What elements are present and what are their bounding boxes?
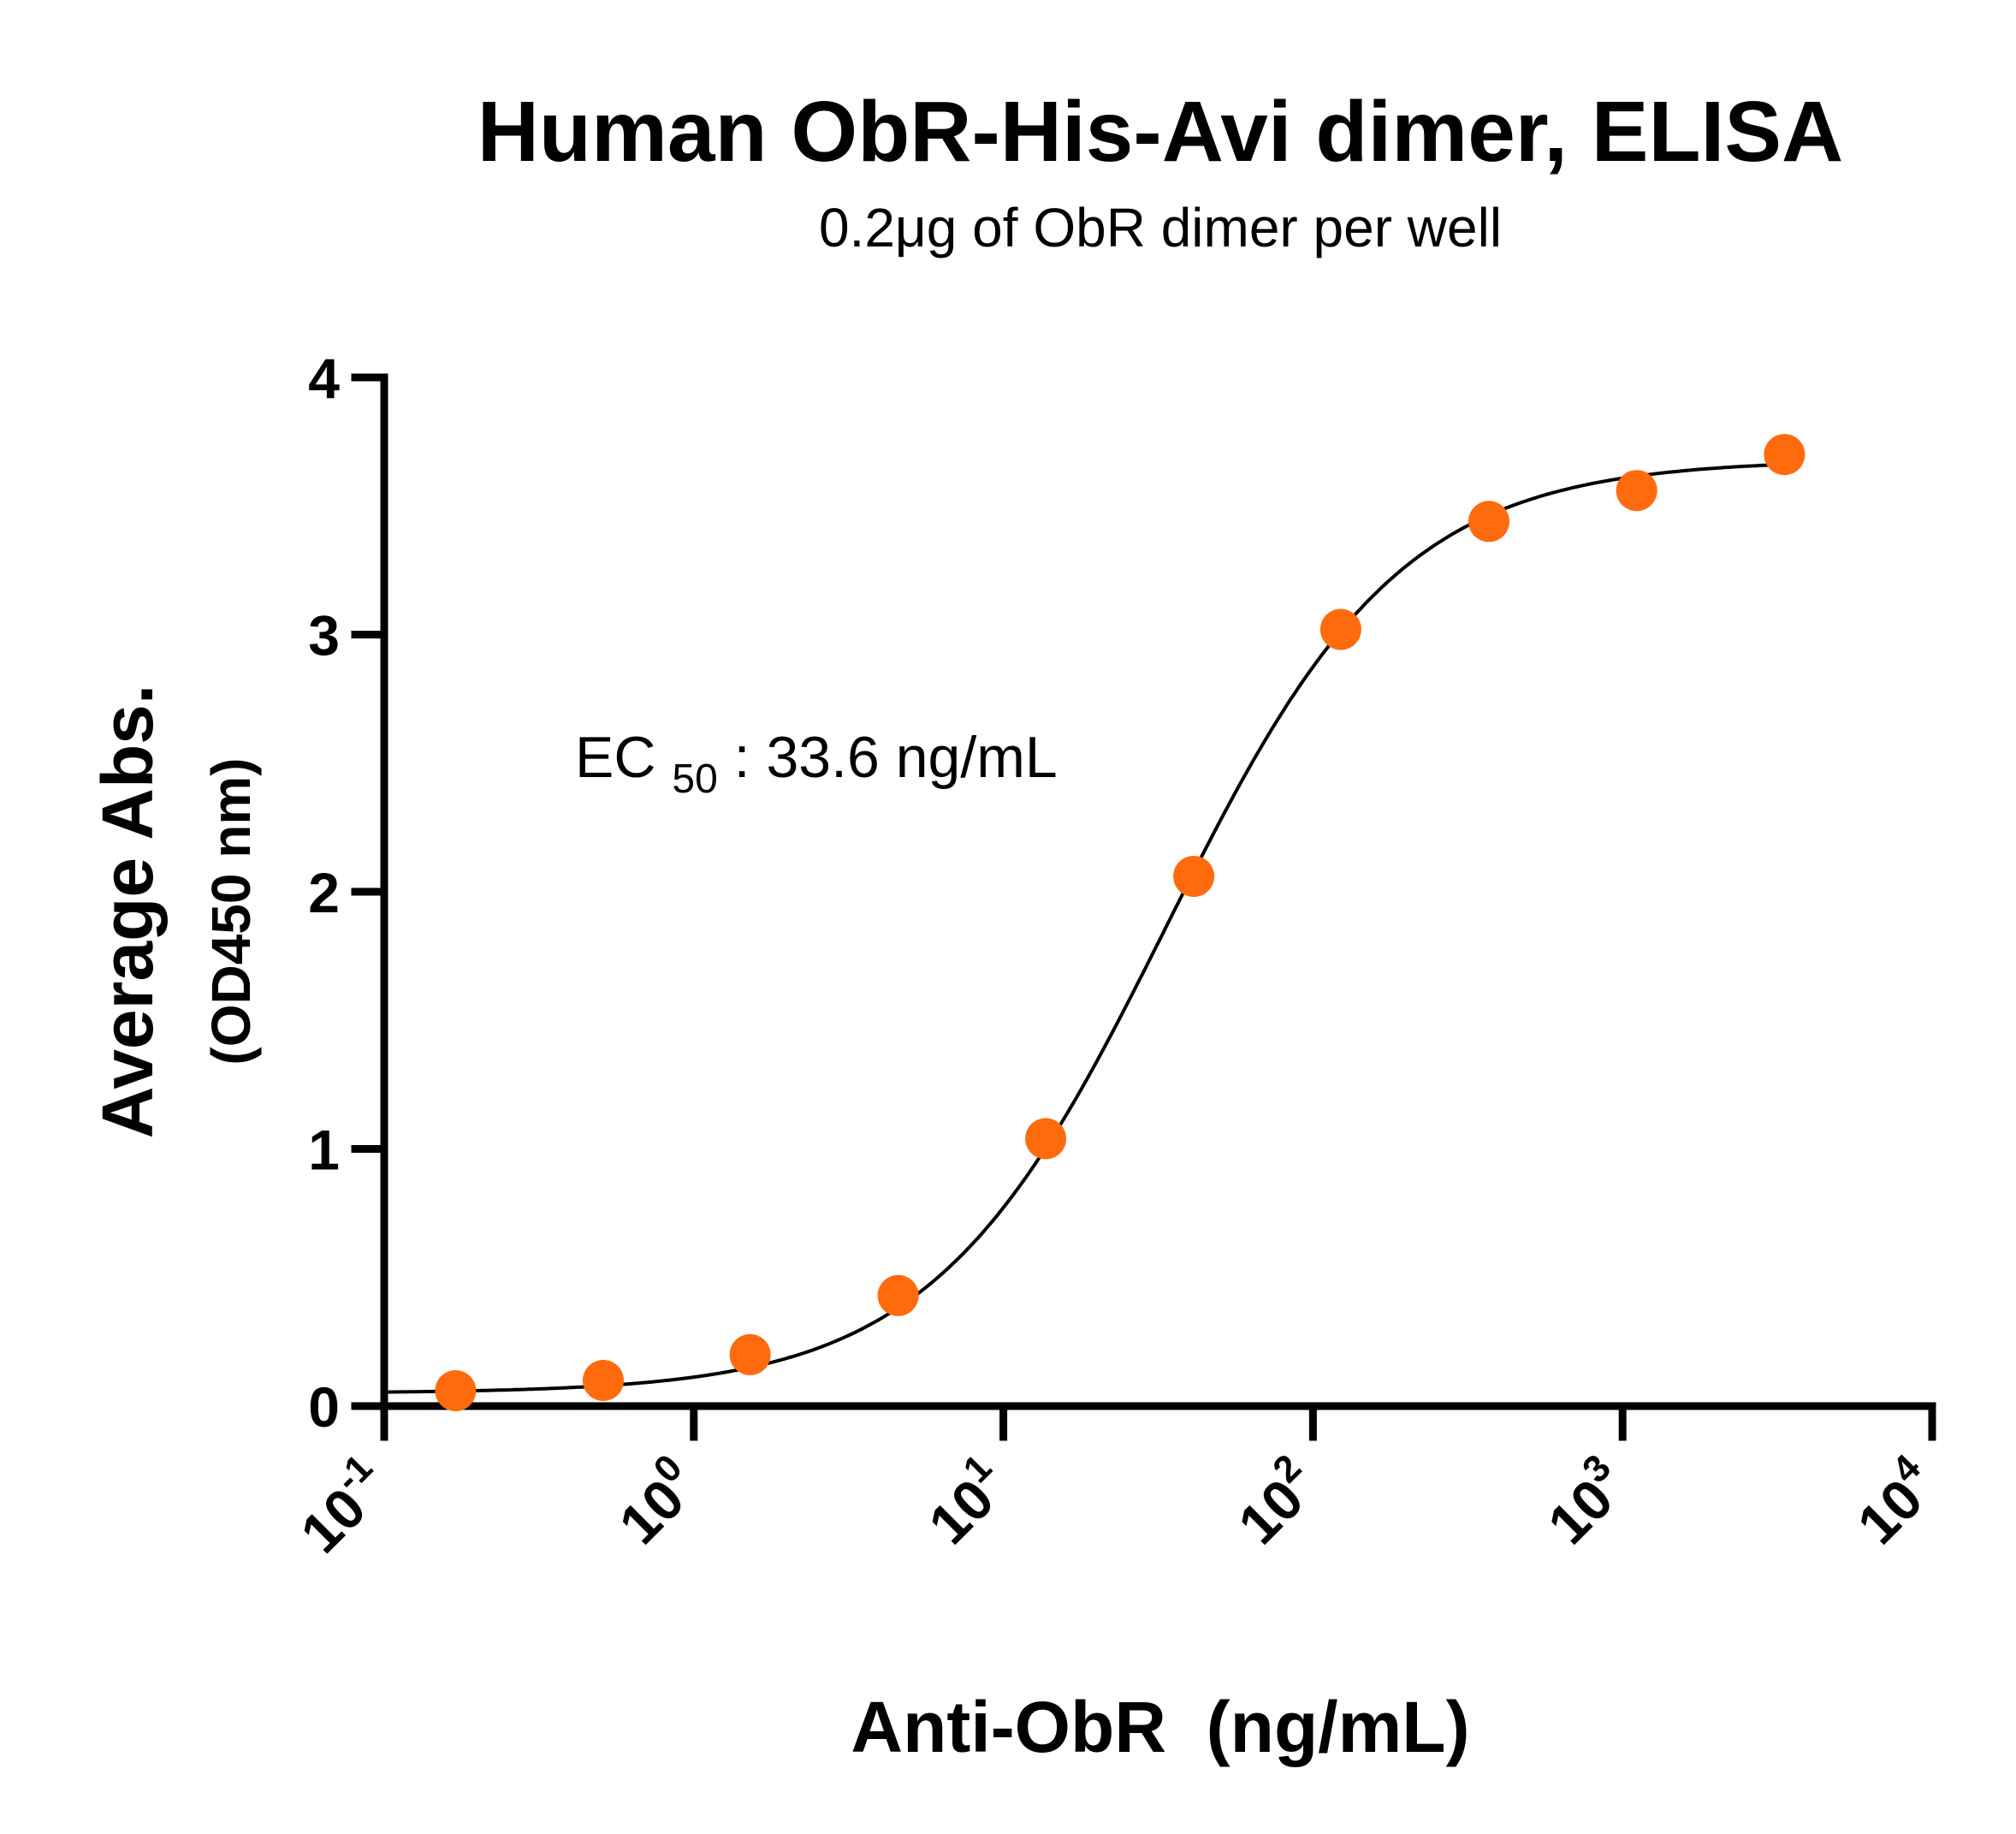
y-axis-sublabel: (OD450 nm) [200, 757, 262, 1065]
axes: 0 1 2 3 4 10-1 100 101 102 103 104 [283, 347, 1949, 1564]
data-point [435, 1370, 477, 1411]
ec50-annotation: EC 50 : 33.6 ng/mL [575, 725, 1058, 805]
ec50-subscript: 50 [672, 757, 717, 802]
y-tick-label: 2 [308, 861, 340, 924]
data-point [1764, 434, 1806, 476]
x-tick-label: 10-1 [283, 1446, 401, 1564]
x-tick-label: 102 [1220, 1446, 1330, 1556]
data-point [583, 1360, 624, 1401]
y-tick-label: 1 [308, 1119, 340, 1182]
x-tick-label: 100 [602, 1446, 711, 1556]
x-tick-label: 103 [1530, 1446, 1639, 1556]
x-tick-label: 101 [911, 1446, 1021, 1556]
chart-title: Human ObR-His-Avi dimer, ELISA [477, 84, 1844, 180]
y-tick-label: 0 [308, 1375, 340, 1439]
data-point [1468, 501, 1509, 543]
y-axis-label: Average Abs. [87, 685, 168, 1139]
ec50-suffix: : 33.6 ng/mL [734, 725, 1058, 790]
data-point [729, 1333, 771, 1375]
data-point [877, 1274, 919, 1316]
y-tick-label: 4 [308, 347, 340, 410]
chart-subtitle: 0.2μg of ObR dimer per well [819, 197, 1502, 258]
x-tick-label: 104 [1840, 1446, 1949, 1556]
fit-curve-layer [384, 462, 1795, 1394]
data-point [1025, 1118, 1067, 1160]
ec50-prefix: EC [575, 725, 655, 790]
data-point [1616, 470, 1657, 512]
data-point [1319, 608, 1361, 650]
x-axis-label: Anti-ObR (ng/mL) [851, 1687, 1469, 1767]
data-point [1173, 856, 1215, 897]
fit-curve [384, 462, 1795, 1394]
data-points-layer [435, 434, 1806, 1411]
y-tick-label: 3 [308, 604, 340, 668]
